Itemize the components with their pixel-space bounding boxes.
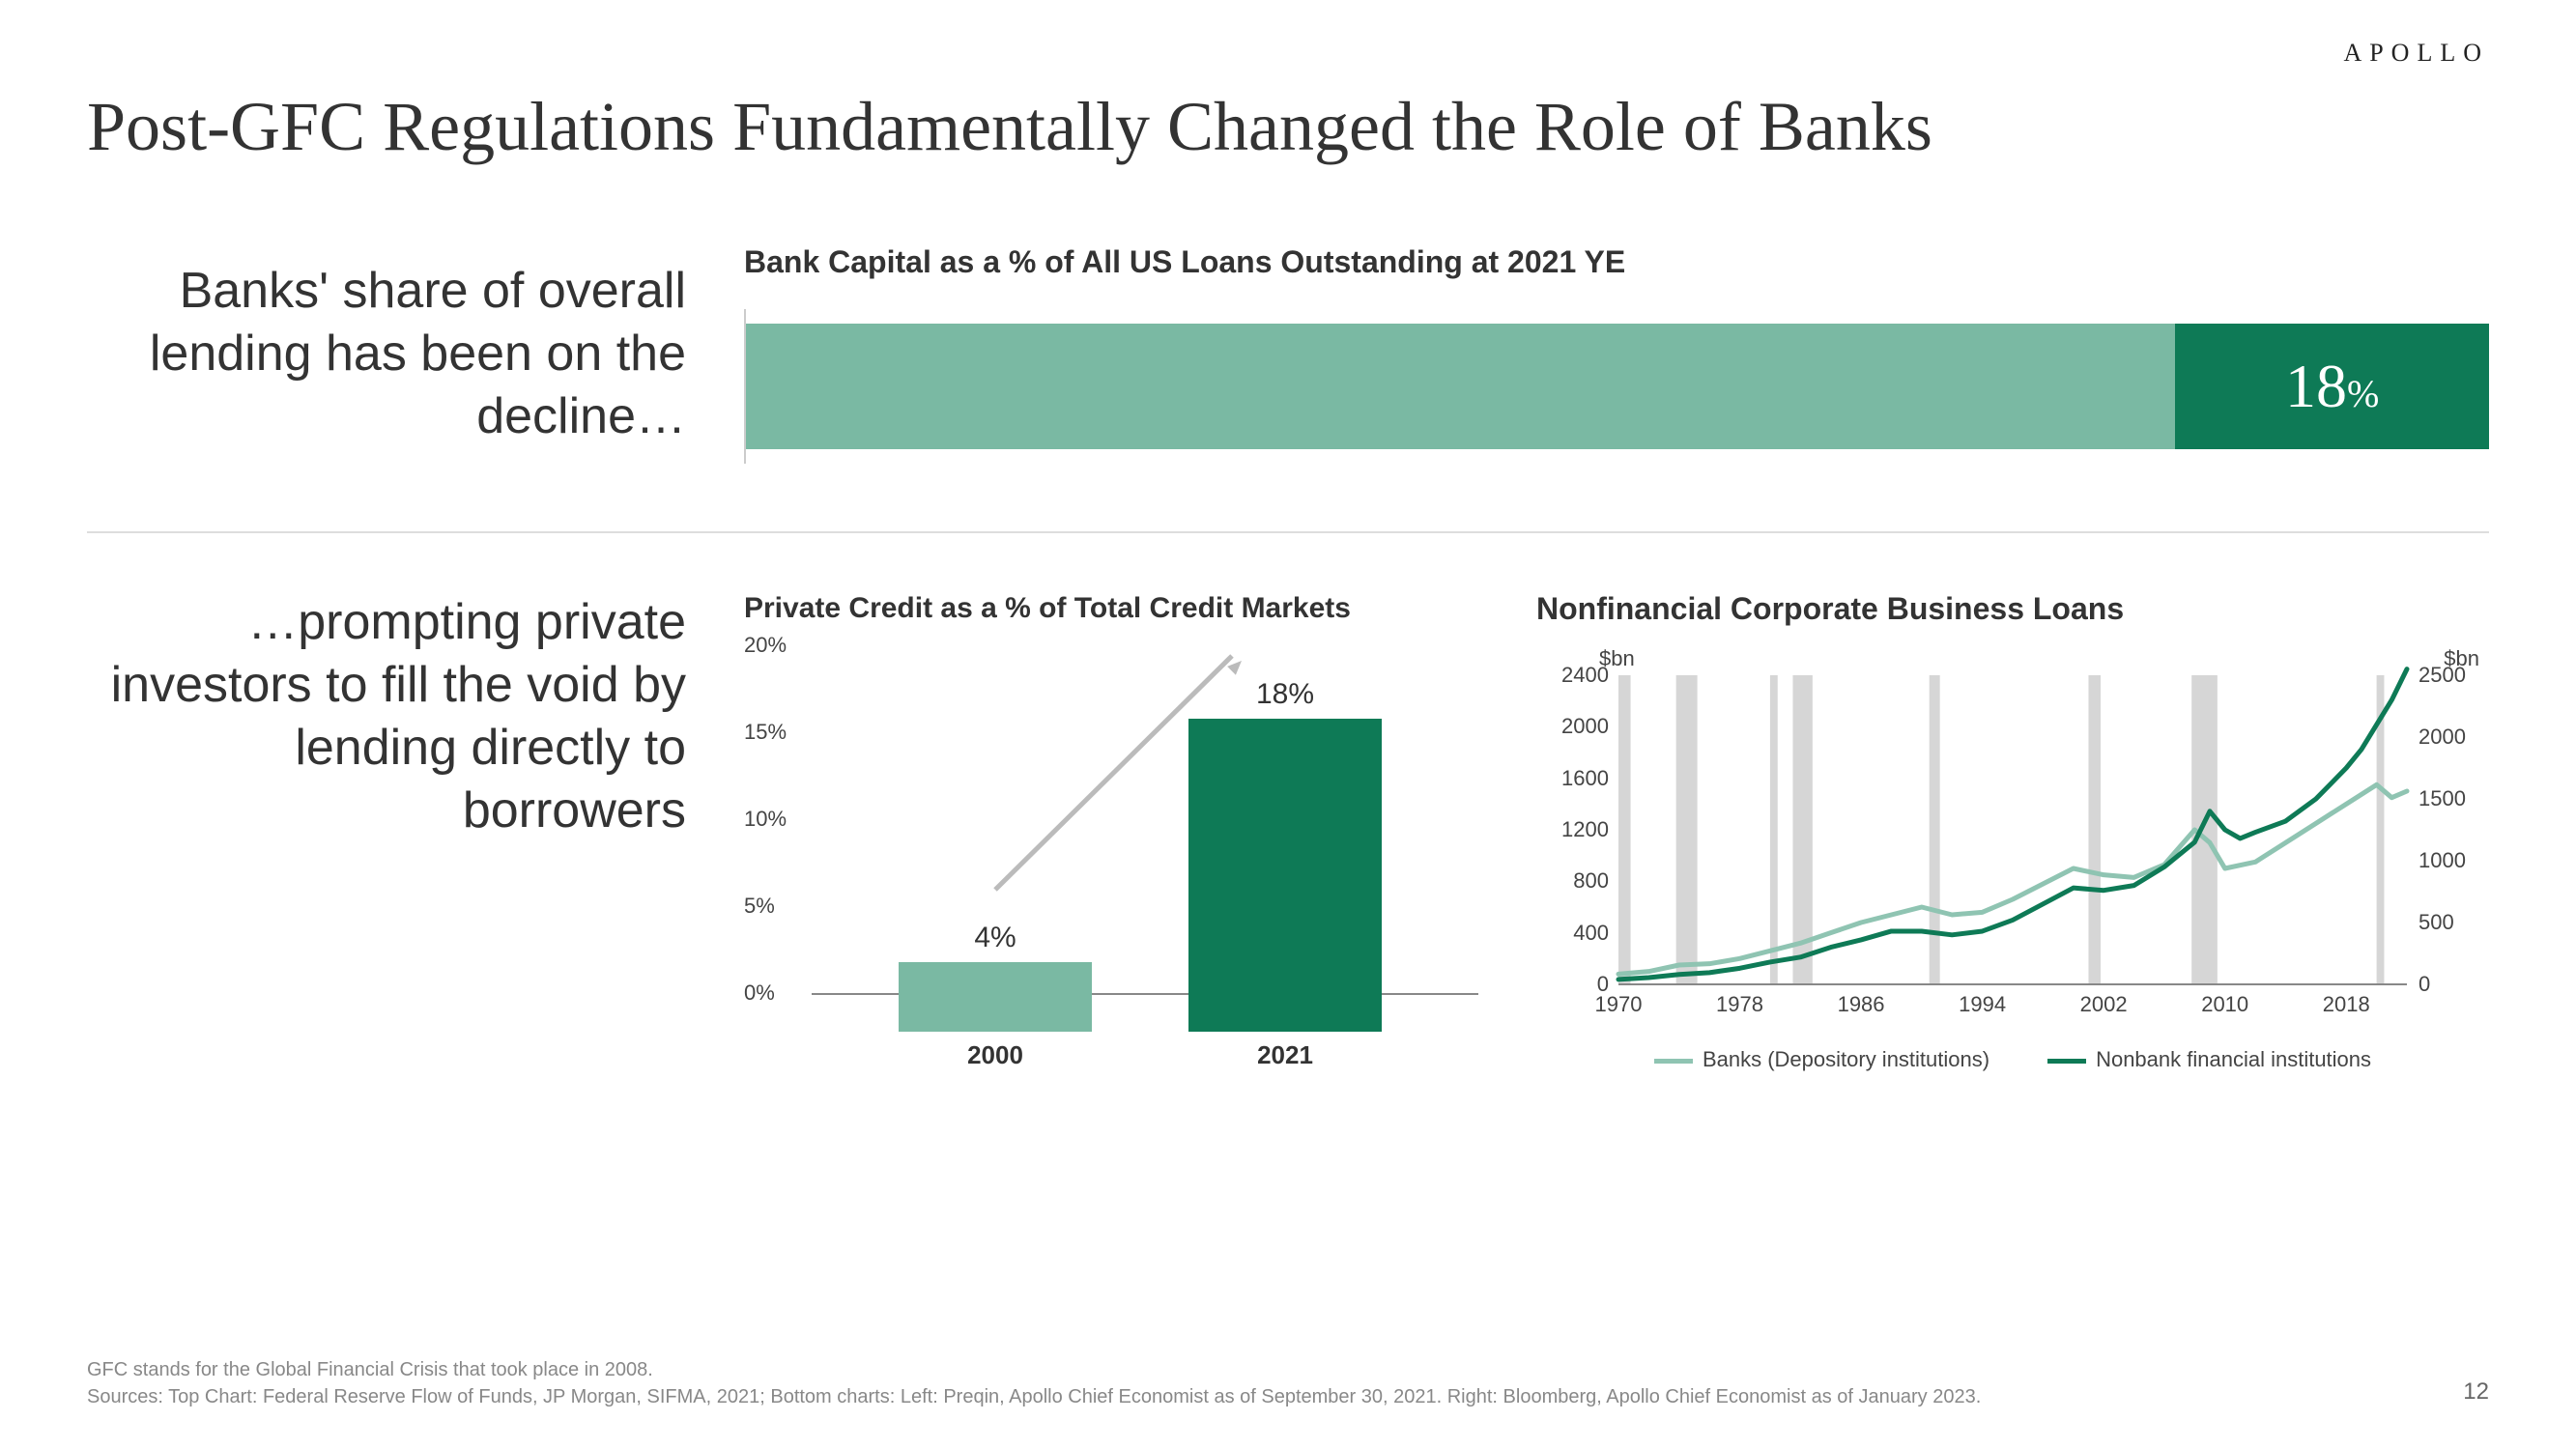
- barchart-plot: 0%5%10%15%20%4%200018%2021: [744, 645, 1478, 1070]
- legend-item: Nonbank financial institutions: [2047, 1047, 2371, 1072]
- linechart-legend: Banks (Depository institutions) Nonbank f…: [1536, 1047, 2489, 1072]
- linechart-xtick: 2018: [2323, 992, 2370, 1017]
- barchart-ytick: 15%: [744, 720, 787, 745]
- linechart-ytick-right: 0: [2419, 972, 2486, 997]
- linechart-xtick: 1970: [1595, 992, 1643, 1017]
- linechart-xtick: 2002: [2080, 992, 2128, 1017]
- linechart-plot: $bn$bn0400800120016002000240005001000150…: [1536, 646, 2489, 1033]
- legend-key: [1654, 1059, 1693, 1064]
- page-number: 12: [2463, 1378, 2489, 1406]
- hbar-value-label: 18%: [2285, 351, 2379, 422]
- linechart-svg: [1536, 646, 2489, 1033]
- slide-page: APOLLO Post-GFC Regulations Fundamentall…: [0, 0, 2576, 1449]
- footnote: GFC stands for the Global Financial Cris…: [87, 1356, 1981, 1410]
- hbar-seg-banks: [746, 324, 2175, 449]
- linechart-ytick-right: 1000: [2419, 848, 2486, 873]
- legend-label: Nonbank financial institutions: [2096, 1047, 2371, 1071]
- linechart-ytick-left: 1200: [1541, 817, 1609, 842]
- hbar-value-num: 18: [2285, 352, 2347, 420]
- hbar-seg-other: 18%: [2175, 324, 2489, 449]
- legend-label: Banks (Depository institutions): [1703, 1047, 1989, 1071]
- linechart-series: [1618, 669, 2407, 980]
- linechart-series: [1618, 784, 2407, 974]
- linechart-ytick-left: 2400: [1541, 663, 1609, 688]
- linechart-xtick: 2010: [2201, 992, 2248, 1017]
- barchart-x-label: 2000: [899, 1040, 1092, 1070]
- section2-sidetext: …prompting private investors to fill the…: [87, 591, 686, 1072]
- linechart: Nonfinancial Corporate Business Loans $b…: [1536, 591, 2489, 1072]
- barchart: Private Credit as a % of Total Credit Ma…: [744, 591, 1478, 1072]
- barchart-value-label: 4%: [899, 922, 1092, 954]
- linechart-ytick-left: 400: [1541, 921, 1609, 946]
- footnote-line2: Sources: Top Chart: Federal Reserve Flow…: [87, 1383, 1981, 1410]
- barchart-title: Private Credit as a % of Total Credit Ma…: [744, 591, 1478, 626]
- barchart-ytick: 20%: [744, 633, 787, 658]
- barchart-ytick: 0%: [744, 980, 775, 1006]
- linechart-xtick: 1994: [1959, 992, 2006, 1017]
- linechart-xtick: 1986: [1838, 992, 1885, 1017]
- hbar-title: Bank Capital as a % of All US Loans Outs…: [744, 244, 2489, 280]
- barchart-bar: [1188, 719, 1382, 1032]
- linechart-ytick-right: 500: [2419, 910, 2486, 935]
- linechart-ytick-right: 1500: [2419, 786, 2486, 811]
- linechart-ytick-left: 800: [1541, 868, 1609, 894]
- linechart-ytick-right: 2000: [2419, 724, 2486, 750]
- linechart-ytick-left: 2000: [1541, 714, 1609, 739]
- footnote-line1: GFC stands for the Global Financial Cris…: [87, 1356, 1981, 1383]
- linechart-ytick-left: 1600: [1541, 766, 1609, 791]
- linechart-xtick: 1978: [1716, 992, 1763, 1017]
- page-title: Post-GFC Regulations Fundamentally Chang…: [87, 87, 2489, 167]
- barchart-ytick: 10%: [744, 807, 787, 832]
- hbar-value-pct: %: [2347, 372, 2379, 415]
- legend-item: Banks (Depository institutions): [1654, 1047, 1989, 1072]
- barchart-bar: [899, 962, 1092, 1032]
- hbar-chart: Bank Capital as a % of All US Loans Outs…: [744, 244, 2489, 464]
- legend-key: [2047, 1059, 2086, 1064]
- barchart-ytick: 5%: [744, 894, 775, 919]
- linechart-ytick-right: 2500: [2419, 663, 2486, 688]
- divider: [87, 531, 2489, 533]
- section-2: …prompting private investors to fill the…: [87, 591, 2489, 1072]
- hbar-track: 18%: [744, 309, 2489, 464]
- barchart-value-label: 18%: [1188, 678, 1382, 711]
- section1-sidetext: Banks' share of overall lending has been…: [87, 260, 686, 448]
- brand-logo: APOLLO: [2343, 39, 2489, 68]
- barchart-x-label: 2021: [1188, 1040, 1382, 1070]
- linechart-title: Nonfinancial Corporate Business Loans: [1536, 591, 2489, 627]
- section-1: Banks' share of overall lending has been…: [87, 244, 2489, 464]
